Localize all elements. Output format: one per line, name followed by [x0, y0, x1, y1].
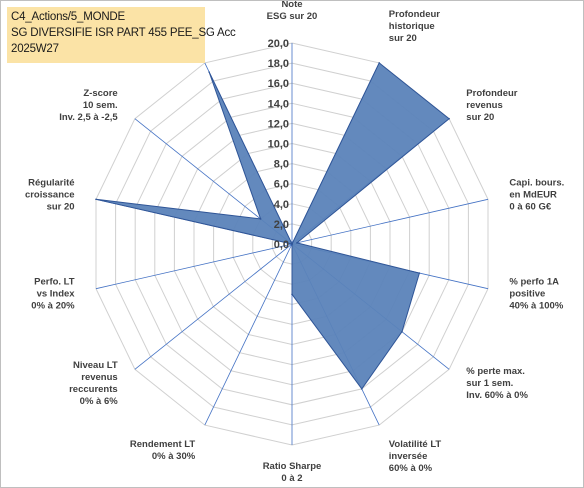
- data-point: [296, 242, 298, 244]
- tick-label: 10,0: [268, 139, 289, 151]
- data-point: [208, 71, 210, 73]
- data-point: [259, 218, 262, 220]
- axis-label: Capi. bours. en MdEUR 0 à 60 G€: [509, 177, 564, 212]
- data-point: [418, 272, 421, 274]
- axis-label: Profondeur revenus sur 20: [466, 88, 517, 123]
- data-point: [95, 198, 97, 201]
- tick-label: 4,0: [274, 199, 289, 211]
- title-line-1: C4_Actions/5_MONDE: [11, 11, 125, 23]
- axis-label: Perfo. LT vs Index 0% à 20%: [31, 277, 75, 312]
- axis-label: Régularité croissance sur 20: [25, 177, 75, 212]
- tick-label: 8,0: [274, 159, 289, 171]
- data-point: [361, 388, 363, 390]
- axis-label: Niveau LT revenus reccurents 0% à 6%: [69, 360, 118, 407]
- title-line-2: SG DIVERSIFIE ISR PART 455 PEE_SG Acc: [11, 27, 236, 39]
- axis-label: Profondeur historique sur 20: [389, 9, 440, 44]
- tick-label: 12,0: [268, 118, 289, 130]
- tick-label: 18,0: [268, 58, 289, 70]
- tick-label: 0,0: [274, 239, 289, 251]
- axis-label: Volatilité LT inversée 60% à 0%: [389, 439, 442, 474]
- data-point: [401, 330, 403, 333]
- chart-title-box: C4_Actions/5_MONDE SG DIVERSIFIE ISR PAR…: [7, 7, 236, 63]
- axis-label: Z-score 10 sem. Inv. 2,5 à -2,5: [59, 88, 118, 123]
- axis-spoke: [291, 198, 489, 245]
- axis-label: Note ESG sur 20: [267, 1, 318, 22]
- tick-label: 16,0: [268, 78, 289, 90]
- axis-spoke: [134, 243, 293, 370]
- axis-label: % perfo 1A positive 40% à 100%: [509, 277, 563, 312]
- axis-label: Rendement LT 0% à 30%: [130, 439, 196, 462]
- axis-label: Ratio Sharpe 0 à 2: [263, 461, 322, 484]
- title-line-3: 2025W27: [11, 43, 59, 55]
- axis-label: % perte max. sur 1 sem. Inv. 60% à 0%: [466, 366, 528, 401]
- tick-label: 20,0: [268, 38, 289, 50]
- tick-label: 14,0: [268, 98, 289, 110]
- tick-label: 6,0: [274, 179, 289, 191]
- data-point: [291, 293, 293, 296]
- data-point: [291, 243, 293, 245]
- data-point: [378, 62, 381, 64]
- tick-label: 2,0: [274, 219, 289, 231]
- axis-spoke: [95, 243, 293, 290]
- axis-spoke: [204, 243, 293, 426]
- data-point: [448, 117, 450, 120]
